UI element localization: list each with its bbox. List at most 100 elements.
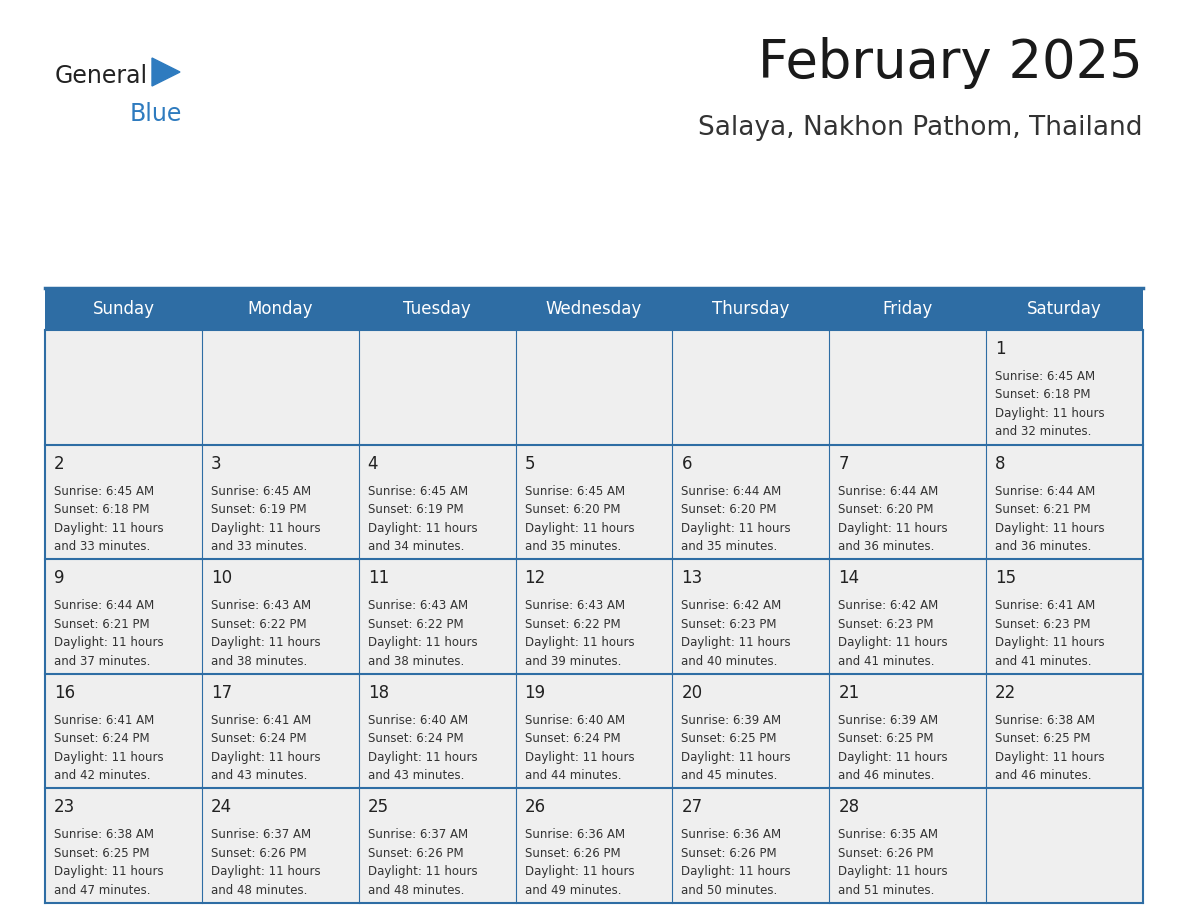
Bar xyxy=(672,789,829,903)
Bar xyxy=(45,559,202,674)
Text: Sunset: 6:24 PM: Sunset: 6:24 PM xyxy=(53,733,150,745)
Text: 4: 4 xyxy=(368,454,378,473)
Text: Thursday: Thursday xyxy=(712,300,790,318)
Text: Sunrise: 6:42 AM: Sunrise: 6:42 AM xyxy=(839,599,939,612)
Bar xyxy=(672,674,829,789)
Text: Daylight: 11 hours: Daylight: 11 hours xyxy=(839,751,948,764)
Text: Sunset: 6:18 PM: Sunset: 6:18 PM xyxy=(996,388,1091,401)
Text: and 47 minutes.: and 47 minutes. xyxy=(53,884,151,897)
Text: Daylight: 11 hours: Daylight: 11 hours xyxy=(996,407,1105,420)
Text: Sunrise: 6:37 AM: Sunrise: 6:37 AM xyxy=(210,828,311,842)
Text: Daylight: 11 hours: Daylight: 11 hours xyxy=(368,521,478,534)
Bar xyxy=(516,444,672,559)
Text: 15: 15 xyxy=(996,569,1016,588)
Text: Sunset: 6:22 PM: Sunset: 6:22 PM xyxy=(368,618,463,631)
Bar xyxy=(986,330,1143,444)
Text: 5: 5 xyxy=(525,454,535,473)
Text: Daylight: 11 hours: Daylight: 11 hours xyxy=(53,866,164,879)
Text: 1: 1 xyxy=(996,340,1006,358)
Bar xyxy=(202,444,359,559)
Bar xyxy=(829,330,986,444)
Text: Daylight: 11 hours: Daylight: 11 hours xyxy=(996,751,1105,764)
Bar xyxy=(359,789,516,903)
Bar xyxy=(986,559,1143,674)
Text: and 35 minutes.: and 35 minutes. xyxy=(682,540,778,554)
Bar xyxy=(986,674,1143,789)
Bar xyxy=(672,559,829,674)
Text: General: General xyxy=(55,64,148,88)
Text: and 41 minutes.: and 41 minutes. xyxy=(839,655,935,667)
Bar xyxy=(516,674,672,789)
Text: Sunrise: 6:45 AM: Sunrise: 6:45 AM xyxy=(368,485,468,498)
Text: Daylight: 11 hours: Daylight: 11 hours xyxy=(53,521,164,534)
Text: Daylight: 11 hours: Daylight: 11 hours xyxy=(53,636,164,649)
Bar xyxy=(829,559,986,674)
Text: and 43 minutes.: and 43 minutes. xyxy=(368,769,465,782)
Text: Daylight: 11 hours: Daylight: 11 hours xyxy=(368,751,478,764)
Text: 28: 28 xyxy=(839,799,859,816)
Text: Daylight: 11 hours: Daylight: 11 hours xyxy=(839,521,948,534)
Text: Daylight: 11 hours: Daylight: 11 hours xyxy=(525,751,634,764)
Text: 13: 13 xyxy=(682,569,702,588)
Text: Daylight: 11 hours: Daylight: 11 hours xyxy=(525,636,634,649)
Text: Sunrise: 6:43 AM: Sunrise: 6:43 AM xyxy=(525,599,625,612)
Text: Sunrise: 6:41 AM: Sunrise: 6:41 AM xyxy=(996,599,1095,612)
Text: and 49 minutes.: and 49 minutes. xyxy=(525,884,621,897)
Text: and 45 minutes.: and 45 minutes. xyxy=(682,769,778,782)
Text: Blue: Blue xyxy=(129,102,183,126)
Text: Sunrise: 6:41 AM: Sunrise: 6:41 AM xyxy=(210,714,311,727)
Text: 14: 14 xyxy=(839,569,859,588)
Text: Sunrise: 6:35 AM: Sunrise: 6:35 AM xyxy=(839,828,939,842)
Text: Daylight: 11 hours: Daylight: 11 hours xyxy=(996,636,1105,649)
Text: Sunset: 6:19 PM: Sunset: 6:19 PM xyxy=(368,503,463,516)
Text: Sunset: 6:19 PM: Sunset: 6:19 PM xyxy=(210,503,307,516)
Text: 12: 12 xyxy=(525,569,545,588)
Text: 20: 20 xyxy=(682,684,702,701)
Text: and 33 minutes.: and 33 minutes. xyxy=(53,540,150,554)
Text: 10: 10 xyxy=(210,569,232,588)
Text: 6: 6 xyxy=(682,454,691,473)
Text: Sunset: 6:24 PM: Sunset: 6:24 PM xyxy=(210,733,307,745)
Bar xyxy=(45,674,202,789)
Text: 27: 27 xyxy=(682,799,702,816)
Text: and 39 minutes.: and 39 minutes. xyxy=(525,655,621,667)
Bar xyxy=(672,444,829,559)
Text: Sunset: 6:20 PM: Sunset: 6:20 PM xyxy=(525,503,620,516)
Text: February 2025: February 2025 xyxy=(758,37,1143,89)
Text: 9: 9 xyxy=(53,569,64,588)
Text: 25: 25 xyxy=(368,799,388,816)
Text: Sunrise: 6:38 AM: Sunrise: 6:38 AM xyxy=(53,828,154,842)
Text: Tuesday: Tuesday xyxy=(403,300,470,318)
Bar xyxy=(45,330,202,444)
Bar xyxy=(45,789,202,903)
Text: and 40 minutes.: and 40 minutes. xyxy=(682,655,778,667)
Text: Daylight: 11 hours: Daylight: 11 hours xyxy=(839,866,948,879)
Bar xyxy=(359,288,516,330)
Bar xyxy=(359,674,516,789)
Text: Sunset: 6:24 PM: Sunset: 6:24 PM xyxy=(525,733,620,745)
Text: Sunset: 6:26 PM: Sunset: 6:26 PM xyxy=(682,847,777,860)
Bar xyxy=(202,330,359,444)
Bar xyxy=(829,789,986,903)
Text: and 48 minutes.: and 48 minutes. xyxy=(368,884,465,897)
Text: 11: 11 xyxy=(368,569,388,588)
Text: and 46 minutes.: and 46 minutes. xyxy=(996,769,1092,782)
Bar xyxy=(202,789,359,903)
Bar xyxy=(359,330,516,444)
Text: Daylight: 11 hours: Daylight: 11 hours xyxy=(210,751,321,764)
Text: 16: 16 xyxy=(53,684,75,701)
Text: Daylight: 11 hours: Daylight: 11 hours xyxy=(682,636,791,649)
Text: and 36 minutes.: and 36 minutes. xyxy=(839,540,935,554)
Text: Wednesday: Wednesday xyxy=(545,300,643,318)
Bar xyxy=(45,288,202,330)
Text: and 48 minutes.: and 48 minutes. xyxy=(210,884,308,897)
Text: Sunset: 6:26 PM: Sunset: 6:26 PM xyxy=(525,847,620,860)
Text: Sunrise: 6:37 AM: Sunrise: 6:37 AM xyxy=(368,828,468,842)
Text: and 46 minutes.: and 46 minutes. xyxy=(839,769,935,782)
Bar xyxy=(202,288,359,330)
Text: Sunrise: 6:45 AM: Sunrise: 6:45 AM xyxy=(525,485,625,498)
Text: Sunrise: 6:39 AM: Sunrise: 6:39 AM xyxy=(682,714,782,727)
Bar xyxy=(516,330,672,444)
Text: Sunrise: 6:40 AM: Sunrise: 6:40 AM xyxy=(525,714,625,727)
Bar xyxy=(516,789,672,903)
